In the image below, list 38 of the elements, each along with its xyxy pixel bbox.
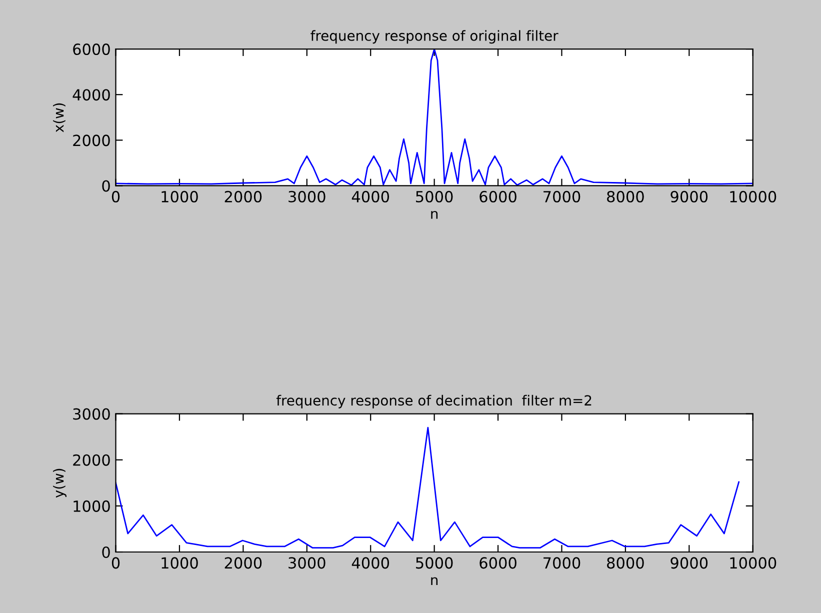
x-tick-label: 0 [112,557,120,569]
x-tick-label: 2000 [224,190,262,202]
x-tick-label: 7000 [544,557,580,569]
x-tick-label: 0 [112,190,120,202]
x-tick-label: 1000 [162,190,198,202]
x-tick-label: 4000 [352,557,390,569]
x-tick-label: 3000 [288,190,326,202]
y-tick-label: 0 [102,180,110,192]
x-tick-label: 6000 [480,557,516,569]
x-tick-label: 4000 [352,190,390,202]
x-tick-label: 5000 [416,557,453,569]
x-tick-label: 8000 [607,557,644,569]
y-tick-label: 2000 [73,134,110,146]
line-series [116,49,753,186]
y-tick-label: 4000 [72,89,110,101]
x-axis-title: n [431,577,438,585]
x-tick-label: 2000 [224,557,262,569]
y-tick-label: 1000 [74,500,110,512]
x-tick-label: 5000 [416,190,453,202]
y-tick-label: 3000 [73,408,110,420]
x-tick-label: 3000 [288,557,326,569]
chart-title: frequency response of original filter [310,30,558,44]
y-tick-label: 6000 [73,44,110,56]
chart-title: frequency response of decimation filter m=2 [276,394,592,408]
line-series [116,426,740,549]
x-tick-label: 7000 [544,190,580,202]
x-tick-label: 9000 [670,557,708,569]
y-axis-title: y(w) [53,468,66,498]
x-tick-label: 8000 [607,190,644,202]
x-tick-label: 9000 [670,190,708,202]
x-tick-label: 6000 [480,190,516,202]
y-tick-label: 2000 [73,454,110,466]
y-axis-title: x(w) [53,103,66,132]
x-axis-title: n [431,210,438,219]
x-tick-label: 10000 [730,557,776,569]
x-tick-label: 1000 [162,557,198,569]
y-tick-label: 0 [102,546,110,558]
x-tick-label: 10000 [730,190,776,202]
